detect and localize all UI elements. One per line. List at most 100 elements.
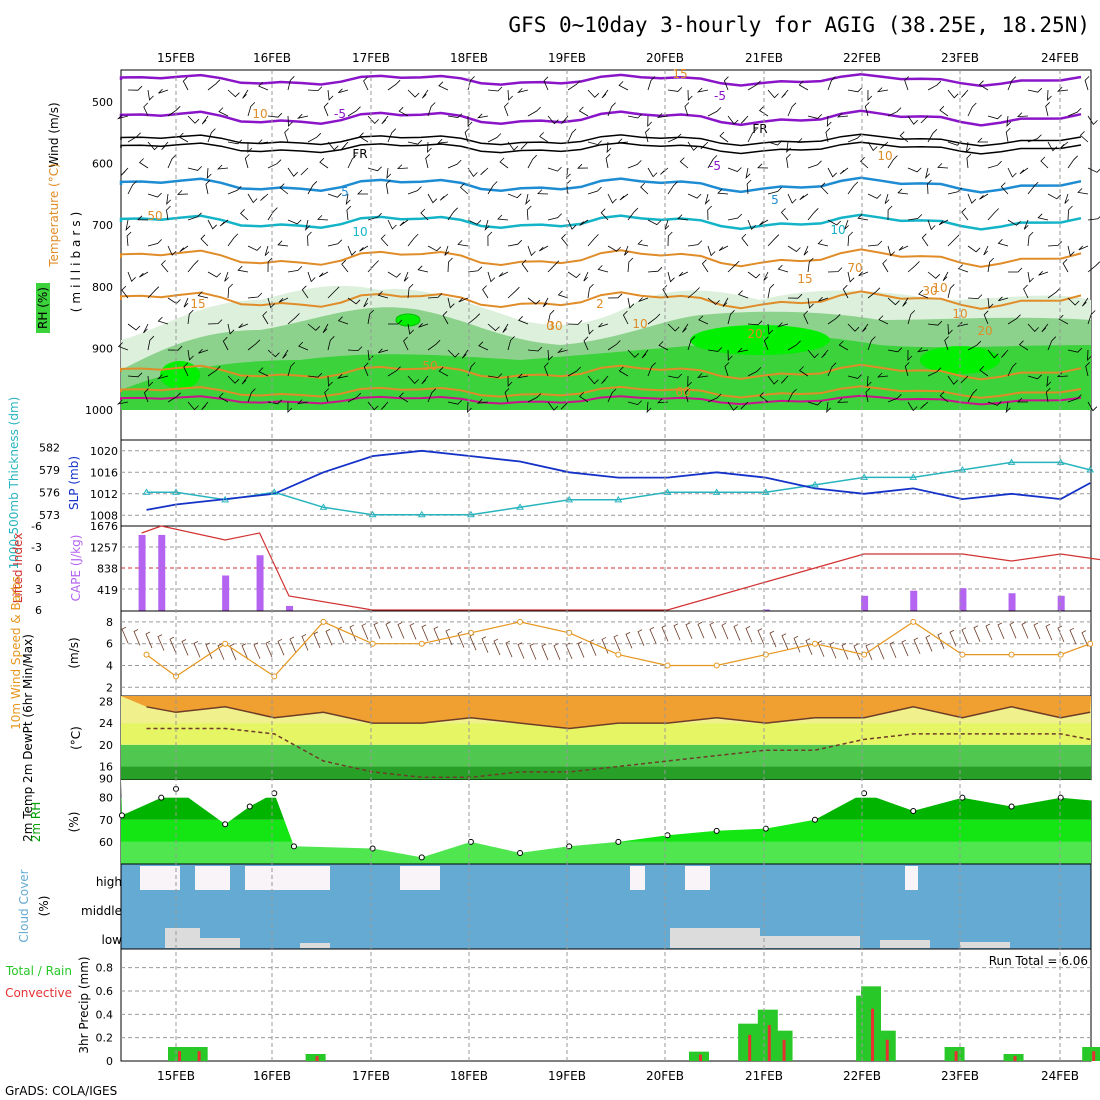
precip-unit: 3hr Precip (mm) (77, 956, 91, 1053)
wind-barb (427, 339, 441, 351)
wind-barb (467, 219, 482, 225)
pressure-tick-label: 1000 (85, 404, 113, 417)
temperature-contour (119, 109, 1082, 127)
wind-barb (1019, 167, 1029, 175)
cloud-label: Cloud Cover (17, 869, 31, 942)
wind-barb (427, 293, 443, 299)
wind-barb (887, 205, 893, 221)
wind-speed-marker (143, 651, 150, 658)
wind-barb (367, 115, 379, 124)
wind-barb (607, 245, 621, 252)
rh-panel-label: 2m RH (29, 802, 43, 843)
wind-barb (547, 166, 562, 172)
thickness-marker (958, 465, 967, 473)
wind-barb (847, 231, 853, 247)
wind-barb (467, 401, 472, 414)
temperature-line (146, 706, 1091, 730)
convective-bar (178, 1051, 181, 1061)
wind-barb (567, 219, 577, 230)
wind-barb (667, 87, 683, 92)
wind-barb (436, 138, 449, 144)
wind-barb (167, 154, 177, 169)
wind-barb (487, 231, 493, 247)
wind-barb (867, 240, 883, 247)
wind-barb (587, 234, 599, 247)
slp-ticks: 582 579 576 573 1020 1016 1012 1008 (39, 441, 118, 522)
wind-barb (1047, 89, 1052, 102)
wind-barb (227, 139, 243, 145)
contour-label: 2 (596, 297, 604, 311)
convective-bar (698, 1054, 702, 1061)
wind-barb (1067, 107, 1082, 117)
contour-label: FR (352, 147, 367, 161)
wind-barb (160, 260, 169, 273)
lifted-index-label: Lifted Index (11, 533, 25, 604)
wind-barb (1056, 372, 1069, 378)
wind-barb (807, 257, 814, 273)
rh-marker (222, 821, 229, 828)
temperature-contour (120, 290, 1082, 310)
thickness-marker (516, 503, 524, 510)
cape-label: CAPE (J/kg) (69, 535, 83, 602)
wind-barb (677, 214, 689, 221)
wind-barb (899, 131, 909, 143)
surface-barb (409, 623, 417, 640)
rh-marker (158, 794, 165, 801)
rh-marker (811, 816, 818, 823)
top-date-label: 24FEB (1041, 51, 1079, 65)
wind-barb (304, 219, 310, 231)
rh-marker (566, 843, 573, 850)
wind-tick-label: 4 (106, 659, 113, 672)
wind-barb (547, 349, 553, 361)
wind-speed-marker (713, 662, 720, 669)
wind-barb (640, 182, 649, 195)
rh-area-bright (690, 325, 830, 355)
wind-barb (847, 374, 862, 379)
wind-barb (662, 285, 669, 299)
thickness-marker (270, 488, 279, 495)
wind-barb (1047, 287, 1061, 299)
wind-barb (467, 115, 473, 127)
cloud-unit: (%) (37, 896, 51, 917)
wind-barb (587, 89, 600, 98)
temperature-contours (119, 72, 1082, 406)
wind-panel: 8 6 4 2 10m Wind Speed & Barbs (m/s) (9, 576, 1094, 730)
thickness-marker (614, 495, 623, 503)
wind-barb (727, 260, 740, 273)
wind-barb (427, 388, 437, 403)
wind-barb (425, 154, 430, 169)
wind-frame (120, 610, 1092, 697)
wind-barb (956, 321, 969, 327)
wind-barb (247, 193, 258, 204)
cape-bar (1008, 593, 1016, 611)
precip-tick-label: 0.4 (96, 1008, 114, 1021)
wind-barb (207, 79, 221, 91)
thickness-marker (221, 495, 230, 503)
wind-barb (827, 362, 837, 377)
wind-barb (166, 193, 171, 206)
high-cloud-block (685, 866, 710, 890)
wind-barb (1027, 374, 1042, 380)
wind-barb (887, 347, 903, 353)
wind-barb (601, 375, 609, 384)
surface-barb (253, 642, 261, 659)
wind-barb (447, 159, 462, 169)
wind-barb (407, 375, 419, 384)
wind-barb (183, 362, 189, 377)
wind-barb (418, 323, 429, 328)
wind-barb (667, 181, 678, 195)
wind-barb (347, 154, 357, 169)
bottom-date-axis: 15FEB 16FEB 17FEB 18FEB 19FEB 20FEB 21FEB 22FEB… (157, 1069, 1079, 1083)
surface-barb (1009, 621, 1017, 639)
cape-bar (762, 609, 770, 611)
bottom-date-label: 17FEB (352, 1069, 390, 1083)
wind-barb (307, 181, 318, 195)
surface-barb (817, 640, 825, 657)
top-date-axis: 15FEB 16FEB 17FEB 18FEB 19FEB 20FEB 21FEB 22FEB… (157, 51, 1079, 65)
rh-panel-unit: (%) (67, 812, 81, 833)
wind-barb (138, 158, 149, 169)
wind-barb (887, 107, 902, 117)
wind-barb (860, 157, 869, 169)
wind-barb (967, 193, 977, 204)
low-cloud-block (165, 928, 200, 948)
